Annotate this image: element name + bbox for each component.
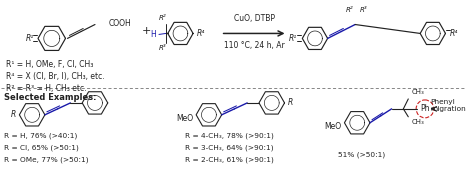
Text: R⁴: R⁴ <box>449 29 458 38</box>
Text: R = 2-CH₃, 61% (>90:1): R = 2-CH₃, 61% (>90:1) <box>185 157 274 163</box>
Text: R³: R³ <box>159 45 167 51</box>
Text: Selected Examples:: Selected Examples: <box>4 93 96 102</box>
Text: R = H, 76% (>40:1): R = H, 76% (>40:1) <box>4 133 77 139</box>
Text: R¹ = H, OMe, F, Cl, CH₃: R¹ = H, OMe, F, Cl, CH₃ <box>6 60 93 69</box>
Text: R = 3-CH₃, 64% (>90:1): R = 3-CH₃, 64% (>90:1) <box>185 145 274 151</box>
Text: R: R <box>287 98 293 107</box>
Text: CH₃: CH₃ <box>411 89 424 95</box>
Text: R = Cl, 65% (>50:1): R = Cl, 65% (>50:1) <box>4 145 79 151</box>
Text: R⁴ = X (Cl, Br, I), CH₃, etc.: R⁴ = X (Cl, Br, I), CH₃, etc. <box>6 72 104 81</box>
Text: Ph: Ph <box>420 104 430 113</box>
Text: Phenyl
migration: Phenyl migration <box>430 99 465 112</box>
Text: R⁴: R⁴ <box>197 29 205 38</box>
Text: R²: R² <box>346 7 353 13</box>
Text: CH₃: CH₃ <box>411 119 424 125</box>
Text: H: H <box>150 30 156 39</box>
Text: R = 4-CH₃, 78% (>90:1): R = 4-CH₃, 78% (>90:1) <box>185 133 274 139</box>
Text: 110 °C, 24 h, Ar: 110 °C, 24 h, Ar <box>224 41 284 50</box>
Text: R² = R³ = H, CH₃ etc.: R² = R³ = H, CH₃ etc. <box>6 84 86 93</box>
Text: R²: R² <box>159 15 167 21</box>
Text: CuO, DTBP: CuO, DTBP <box>234 13 274 23</box>
Text: MeO: MeO <box>176 114 193 123</box>
Text: MeO: MeO <box>324 122 341 131</box>
Text: R³: R³ <box>360 7 368 13</box>
Text: +: + <box>141 26 151 36</box>
Text: 51% (>50:1): 51% (>50:1) <box>337 152 385 158</box>
Text: R: R <box>11 110 17 119</box>
Text: COOH: COOH <box>109 19 131 28</box>
Text: R = OMe, 77% (>50:1): R = OMe, 77% (>50:1) <box>4 157 88 163</box>
Text: R¹: R¹ <box>289 34 297 43</box>
Text: R¹: R¹ <box>26 34 34 43</box>
